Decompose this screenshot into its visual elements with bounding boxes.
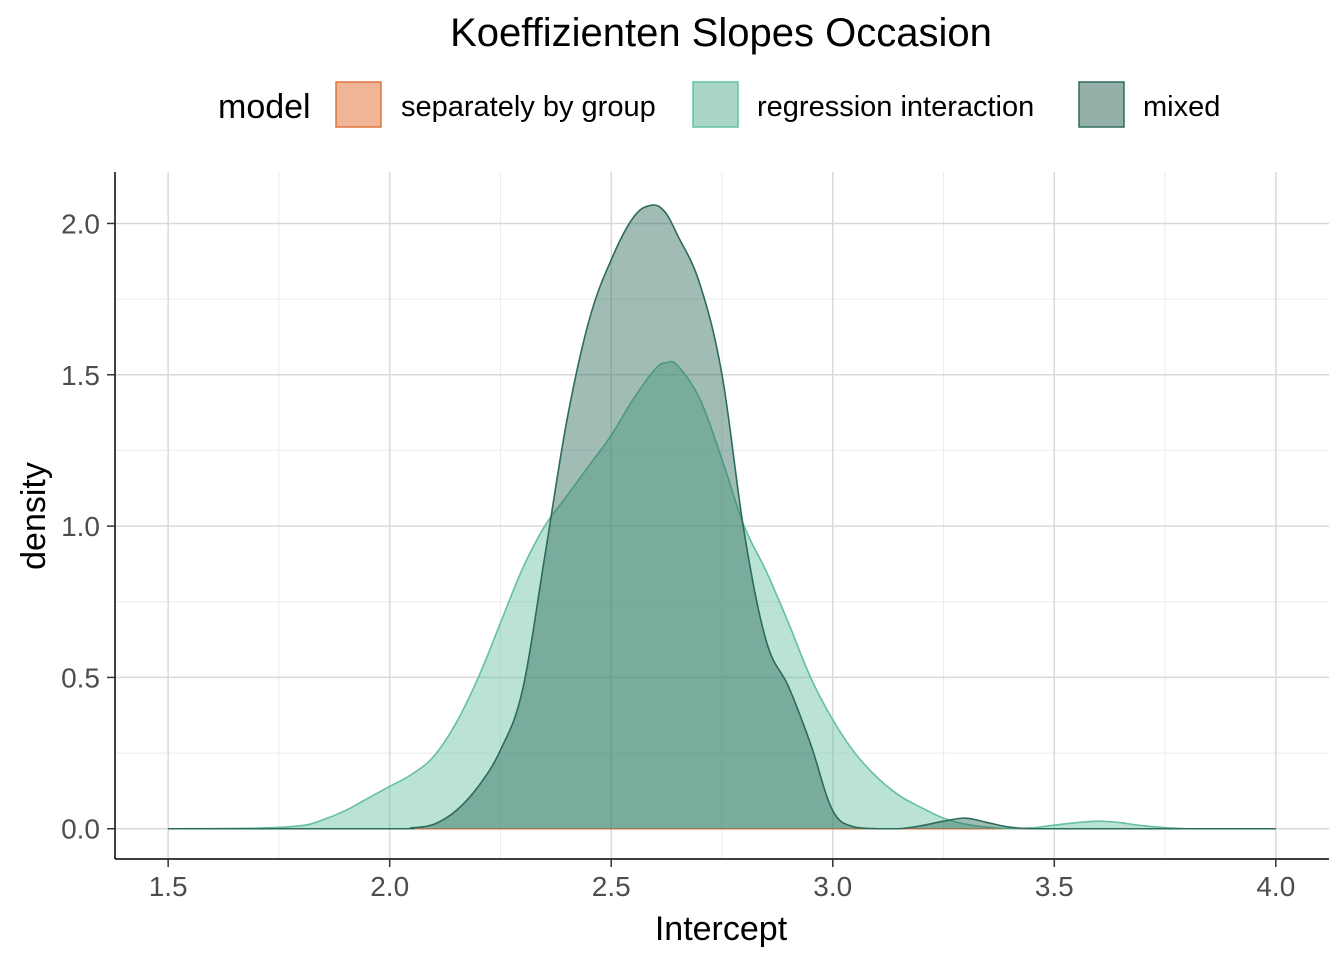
y-axis-title: density — [15, 462, 53, 570]
line-mixed — [168, 204, 1276, 830]
density-areas — [168, 204, 1276, 830]
x-tick-label: 2.5 — [592, 871, 631, 902]
grid — [115, 172, 1329, 859]
y-tick-label: 1.5 — [61, 360, 100, 391]
x-tick-label: 2.0 — [370, 871, 409, 902]
x-axis-title: Intercept — [655, 910, 788, 948]
area-regression-interaction — [168, 361, 1276, 829]
y-tick-label: 1.0 — [61, 511, 100, 542]
y-tick-label: 2.0 — [61, 208, 100, 239]
line-regression-interaction — [168, 360, 1276, 830]
legend: model separately by group regression inte… — [218, 81, 1220, 128]
y-tick-label: 0.0 — [61, 814, 100, 845]
legend-title: model — [218, 88, 311, 126]
legend-label-regression-interaction: regression interaction — [757, 91, 1034, 123]
x-tick-label: 3.0 — [813, 871, 852, 902]
x-axis-ticks: 1.5 2.0 2.5 3.0 3.5 4.0 — [149, 859, 1295, 902]
legend-key-mixed — [1078, 81, 1125, 128]
legend-key-separately-by-group — [335, 81, 382, 128]
legend-label-mixed: mixed — [1143, 91, 1220, 123]
x-tick-label: 3.5 — [1035, 871, 1074, 902]
legend-key-regression-interaction — [692, 81, 739, 128]
x-tick-label: 1.5 — [149, 871, 188, 902]
x-tick-label: 4.0 — [1256, 871, 1295, 902]
y-tick-label: 0.5 — [61, 662, 100, 693]
y-axis-ticks: 0.0 0.5 1.0 1.5 2.0 — [61, 208, 115, 845]
area-mixed — [168, 204, 1276, 829]
chart-title: Koeffizienten Slopes Occasion — [450, 11, 992, 55]
legend-label-separately-by-group: separately by group — [401, 91, 656, 123]
